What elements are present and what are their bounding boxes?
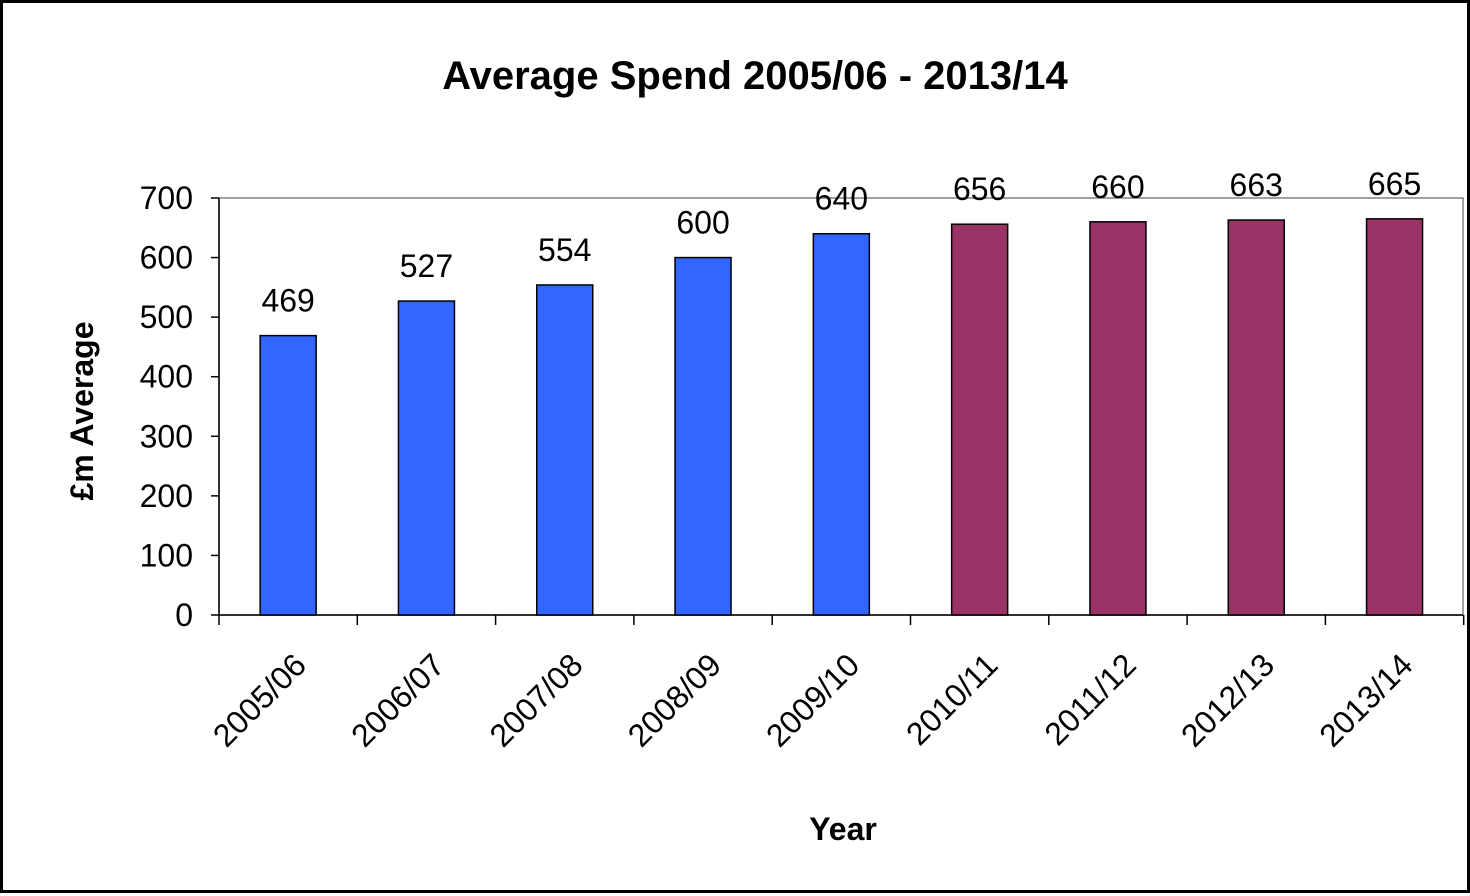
bar [674,256,732,616]
x-axis: 2005/06 2006/07 2007/08 2008/09 2009/10 2010/… [206,614,1465,754]
data-label: 527 [400,248,453,284]
data-label: 640 [815,181,868,217]
bar [1227,219,1285,616]
data-label: 469 [261,283,314,319]
bar [950,223,1009,616]
y-tick-label: 300 [140,418,193,454]
data-labels: 469 527 554 600 640 656 660 663 665 [261,166,1421,319]
y-tick-label: 400 [140,359,193,395]
data-label: 600 [676,205,729,241]
data-label: 656 [953,171,1006,207]
x-tick-label: 2011/12 [1037,646,1143,752]
x-axis-title: Year [809,811,877,847]
data-label: 665 [1368,166,1421,202]
bar [812,232,871,616]
x-tick-label: 2006/07 [344,646,451,753]
y-tick-label: 600 [140,240,193,276]
y-axis: 0 100 200 300 400 500 600 700 [140,180,220,633]
y-tick-label: 700 [140,180,193,216]
y-axis-title: £m Average [64,321,100,500]
data-label: 663 [1230,167,1283,203]
bar-chart: Average Spend 2005/06 - 2013/14 0 100 200 3… [64,54,1465,847]
x-tick-label: 2005/06 [206,646,313,753]
bar [259,334,317,616]
x-tick-label: 2013/14 [1312,646,1419,753]
y-tick-label: 0 [175,597,193,633]
data-label: 554 [538,232,591,268]
x-tick-label: 2012/13 [1174,646,1281,753]
bar [1365,218,1424,616]
x-tick-label: 2008/09 [621,646,728,753]
chart-title: Average Spend 2005/06 - 2013/14 [442,54,1068,98]
bar [397,300,456,616]
x-tick-label: 2007/08 [482,646,589,753]
x-tick-label: 2010/11 [899,646,1005,752]
bar [536,284,594,616]
bars [259,218,1424,616]
y-tick-label: 500 [140,299,193,335]
data-label: 660 [1091,169,1144,205]
y-tick-label: 200 [140,478,193,514]
bar [1089,221,1147,616]
y-tick-label: 100 [140,537,193,573]
x-tick-label: 2009/10 [759,646,866,753]
